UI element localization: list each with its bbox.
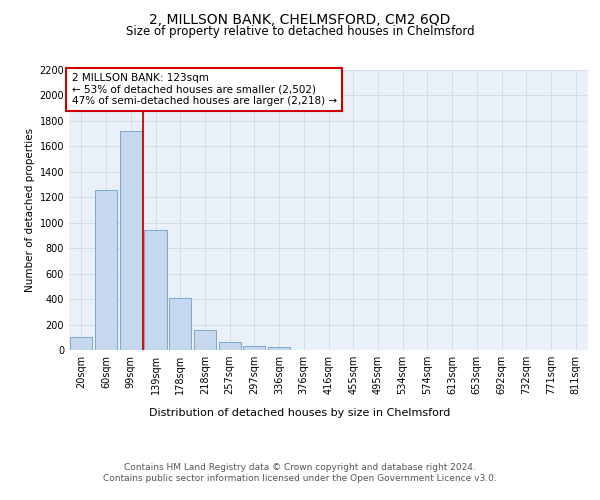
Bar bbox=[268, 348, 290, 350]
Text: 2, MILLSON BANK, CHELMSFORD, CM2 6QD: 2, MILLSON BANK, CHELMSFORD, CM2 6QD bbox=[149, 12, 451, 26]
Text: 2 MILLSON BANK: 123sqm
← 53% of detached houses are smaller (2,502)
47% of semi-: 2 MILLSON BANK: 123sqm ← 53% of detached… bbox=[71, 73, 337, 106]
Text: Contains public sector information licensed under the Open Government Licence v3: Contains public sector information licen… bbox=[103, 474, 497, 483]
Y-axis label: Number of detached properties: Number of detached properties bbox=[25, 128, 35, 292]
Bar bbox=[95, 190, 117, 350]
Bar bbox=[70, 336, 92, 350]
Text: Size of property relative to detached houses in Chelmsford: Size of property relative to detached ho… bbox=[125, 25, 475, 38]
Bar bbox=[145, 230, 167, 350]
Text: Distribution of detached houses by size in Chelmsford: Distribution of detached houses by size … bbox=[149, 408, 451, 418]
Bar bbox=[169, 298, 191, 350]
Bar bbox=[119, 131, 142, 350]
Bar bbox=[243, 346, 265, 350]
Bar bbox=[194, 330, 216, 350]
Bar bbox=[218, 342, 241, 350]
Text: Contains HM Land Registry data © Crown copyright and database right 2024.: Contains HM Land Registry data © Crown c… bbox=[124, 462, 476, 471]
